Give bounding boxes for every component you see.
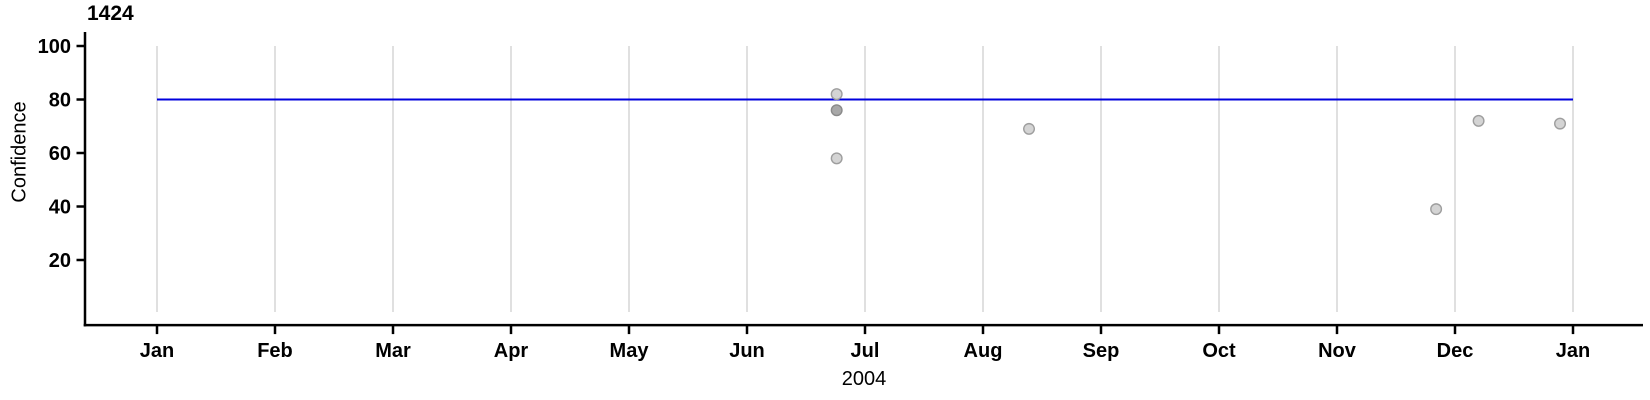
x-axis-title: 2004 <box>841 368 887 390</box>
x-tick-label: Jan <box>140 340 174 362</box>
x-tick-label: Mar <box>375 340 411 362</box>
y-tick-label: 100 <box>38 36 71 58</box>
data-point <box>1430 203 1443 216</box>
y-tick-label: 40 <box>49 197 71 219</box>
x-tick-label: Sep <box>1083 340 1120 362</box>
x-tick-label: Jan <box>1556 340 1590 362</box>
data-point <box>1554 117 1567 130</box>
x-tick-label: Aug <box>964 340 1003 362</box>
x-tick-label: Oct <box>1202 340 1236 362</box>
x-tick-label: Feb <box>257 340 293 362</box>
panel-title: 1424 <box>87 2 134 25</box>
y-tick-label: 60 <box>49 143 71 165</box>
data-point <box>830 104 843 117</box>
x-tick-label: Jun <box>729 340 765 362</box>
data-point <box>1023 122 1036 135</box>
data-point <box>830 88 843 101</box>
x-tick-label: May <box>610 340 650 362</box>
data-point <box>1472 114 1485 127</box>
x-tick-label: Apr <box>494 340 529 362</box>
data-point <box>830 152 843 165</box>
x-tick-label: Nov <box>1318 340 1357 362</box>
x-tick-label: Dec <box>1437 340 1474 362</box>
y-tick-label: 80 <box>49 90 71 112</box>
y-tick-label: 20 <box>49 250 71 272</box>
x-tick-label: Jul <box>851 340 880 362</box>
